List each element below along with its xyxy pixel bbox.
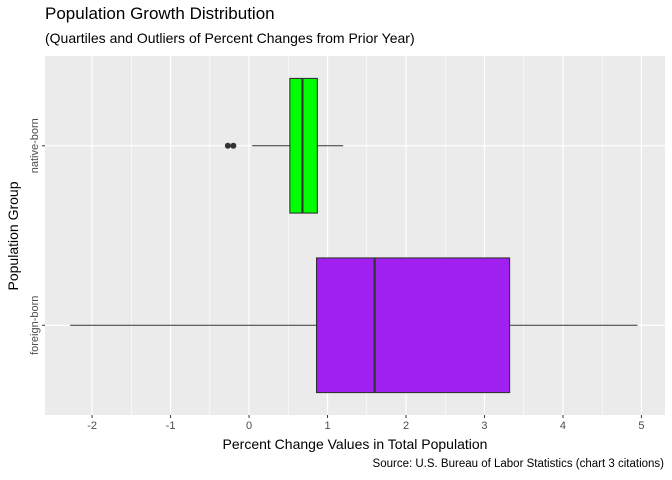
box-native-born — [224, 77, 344, 214]
x-tick-label: 5 — [638, 420, 644, 432]
y-tick-label: foreign-born — [29, 296, 41, 355]
x-tick-label: 4 — [560, 420, 566, 432]
iqr-box — [289, 77, 318, 214]
y-axis: native-born foreign-born — [29, 118, 45, 355]
iqr-box — [315, 257, 511, 394]
x-tick-label: -1 — [166, 420, 176, 432]
x-axis: -2 -1 0 1 2 3 4 5 — [87, 415, 645, 432]
x-tick-label: -2 — [87, 420, 97, 432]
x-tick-label: 3 — [481, 420, 487, 432]
x-tick-label: 0 — [246, 420, 252, 432]
x-tick-label: 1 — [324, 420, 330, 432]
box-layer — [70, 77, 638, 394]
chart-title: Population Growth Distribution — [45, 4, 275, 23]
y-tick-label: native-born — [29, 118, 41, 173]
x-axis-title: Percent Change Values in Total Populatio… — [223, 436, 488, 452]
outlier-point — [230, 142, 237, 149]
chart-subtitle: (Quartiles and Outliers of Percent Chang… — [45, 30, 415, 46]
box-foreign-born — [70, 257, 638, 394]
chart-caption: Source: U.S. Bureau of Labor Statistics … — [372, 458, 664, 470]
outlier-point — [224, 142, 231, 149]
x-tick-label: 2 — [403, 420, 409, 432]
y-axis-title: Population Group — [5, 181, 21, 290]
